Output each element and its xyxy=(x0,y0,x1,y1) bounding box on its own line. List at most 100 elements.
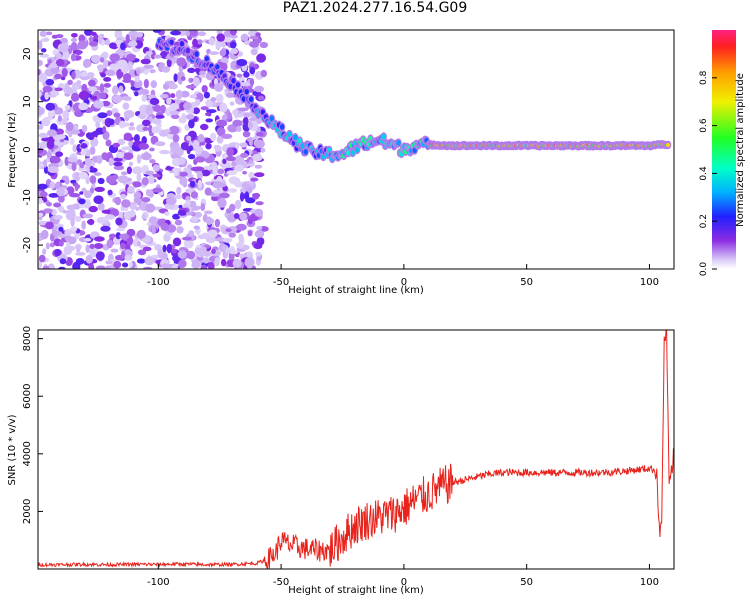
spectrogram-noise-blob xyxy=(53,225,58,230)
spectrogram-noise-blob xyxy=(248,159,254,164)
spectrogram-noise-blob xyxy=(208,51,220,56)
spectrogram-noise-blob xyxy=(90,138,99,147)
spectrogram-noise-blob xyxy=(159,94,169,99)
spectrogram-noise-blob xyxy=(64,229,72,236)
spectrogram-noise-blob xyxy=(183,101,192,111)
spectrogram-noise-blob xyxy=(214,257,220,267)
spectrogram-noise-blob xyxy=(70,179,77,184)
spectrogram-noise-blob xyxy=(38,89,42,99)
spectrogram-noise-blob xyxy=(94,236,105,242)
spectrogram-noise-blob xyxy=(68,209,76,218)
spectrogram-noise-blob xyxy=(128,126,136,131)
spectrogram-noise-blob xyxy=(164,211,170,216)
x-tick-label: 100 xyxy=(640,277,659,288)
spectrogram-noise-blob xyxy=(108,118,115,126)
x-tick-label: -50 xyxy=(273,277,289,288)
spectrogram-noise-blob xyxy=(149,159,156,164)
spectrogram-noise-blob xyxy=(239,212,248,221)
x-tick-label: 100 xyxy=(640,577,659,588)
spectrogram-noise-blob xyxy=(170,93,176,99)
spectrogram-noise-blob xyxy=(136,229,146,239)
spectrogram-noise-blob xyxy=(38,261,42,269)
spectrogram-noise-blob xyxy=(210,132,217,142)
spectrogram-noise-blob xyxy=(125,34,130,44)
spectrogram-noise-blob xyxy=(57,134,66,140)
spectrogram-noise-blob xyxy=(236,59,248,67)
spectrogram-noise-blob xyxy=(143,266,153,269)
spectrogram-noise-blob xyxy=(129,122,134,127)
spectrogram-noise-blob xyxy=(236,125,242,132)
x-tick-label: -100 xyxy=(147,277,170,288)
colorbar-tick-label: 0.8 xyxy=(699,70,709,85)
spectrogram-noise-blob xyxy=(100,72,106,78)
spectrogram-noise-blob xyxy=(188,230,195,236)
spectrogram-noise-blob xyxy=(166,243,172,254)
spectrogram-noise-blob xyxy=(38,72,48,83)
spectrogram-noise-blob xyxy=(234,164,244,172)
spectrogram-noise-blob xyxy=(186,250,196,260)
spectrogram-noise-blob xyxy=(60,76,66,81)
spectrogram-noise-blob xyxy=(62,209,67,214)
spectrogram-noise-blob xyxy=(173,194,183,200)
spectrogram-noise-blob xyxy=(242,131,251,138)
spectrogram-noise-blob xyxy=(145,170,155,176)
spectrogram-noise-blob xyxy=(72,144,77,153)
y-tick-label: -20 xyxy=(22,237,33,253)
spectrogram-noise-blob xyxy=(47,129,57,137)
spectrogram-noise-blob xyxy=(212,181,224,189)
spectrogram-noise-blob xyxy=(192,107,200,115)
spectrogram-noise-blob xyxy=(48,193,60,198)
spectrogram-noise-blob xyxy=(207,261,215,269)
spectrogram-noise-blob xyxy=(138,143,150,150)
spectrogram-noise-blob xyxy=(255,132,264,137)
spectrogram-noise-blob xyxy=(113,165,125,171)
snr-y-label: SNR (10 * v/v) xyxy=(7,414,18,485)
spectrogram-noise-blob xyxy=(58,226,64,232)
spectrogram-noise-blob xyxy=(94,186,105,192)
spectrogram-noise-blob xyxy=(58,240,64,247)
spectrogram-noise-blob xyxy=(121,199,131,208)
spectrogram-noise-blob xyxy=(228,252,235,261)
spectrogram-noise-blob xyxy=(172,237,182,247)
spectrogram-noise-blob xyxy=(238,253,248,258)
spectrogram-noise-blob xyxy=(75,184,81,189)
spectrogram-noise-blob xyxy=(140,152,152,161)
spectrogram-noise-blob xyxy=(83,60,90,68)
spectrogram-noise-blob xyxy=(172,134,180,143)
spectrogram-noise-blob xyxy=(166,97,172,105)
spectrogram-noise-blob xyxy=(100,225,111,232)
spectrogram-noise-blob xyxy=(226,147,235,157)
spectrogram-noise-blob xyxy=(195,98,201,106)
spectrogram-noise-blob xyxy=(134,75,140,83)
spectrogram-noise-blob xyxy=(79,162,85,169)
spectrogram-noise-blob xyxy=(196,39,203,45)
spectrogram-noise-blob xyxy=(53,202,62,208)
spectrogram-noise-blob xyxy=(123,110,135,119)
spectrogram-noise-blob xyxy=(133,134,140,143)
spectrogram-noise-blob xyxy=(205,112,211,117)
spectrogram-noise-blob xyxy=(148,124,153,134)
spectrogram-noise-blob xyxy=(185,84,197,89)
spectrogram-noise-blob xyxy=(242,117,249,125)
spectrogram-noise-blob xyxy=(89,243,95,249)
spectrogram-noise-blob xyxy=(241,182,251,188)
spectrogram-noise-blob xyxy=(81,187,87,193)
spectrogram-noise-blob xyxy=(84,30,93,36)
spectrogram-noise-blob xyxy=(58,205,65,213)
spectrogram-noise-blob xyxy=(121,96,132,101)
spectrogram-noise-blob xyxy=(40,48,47,53)
spectrogram-noise-blob xyxy=(61,68,68,78)
spectrogram-noise-blob xyxy=(140,89,150,95)
spectrogram-noise-blob xyxy=(38,40,43,50)
spectrogram-ridge-cell xyxy=(293,134,298,141)
spectrogram-noise-blob xyxy=(201,85,208,93)
spectrogram-noise-blob xyxy=(86,219,95,225)
spectrogram-noise-blob xyxy=(211,248,216,254)
spectrogram-noise-blob xyxy=(223,36,232,43)
spectrogram-noise-blob xyxy=(96,155,103,164)
spectrogram-noise-blob xyxy=(197,134,205,143)
spectrogram-noise-blob xyxy=(240,81,250,87)
y-tick-label: 20 xyxy=(22,48,33,61)
spectrogram-ridge-cell xyxy=(381,133,386,140)
spectrogram-noise-blob xyxy=(45,78,55,86)
